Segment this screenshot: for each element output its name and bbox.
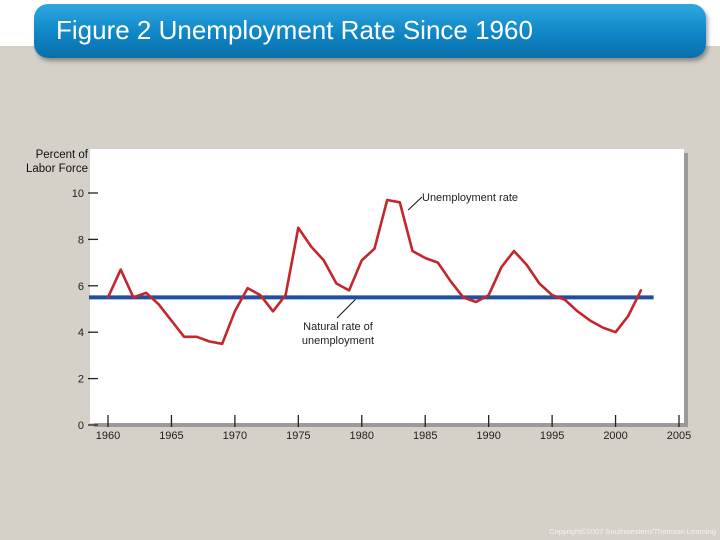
slide-title: Figure 2 Unemployment Rate Since 1960 bbox=[56, 15, 533, 45]
y-tick-label: 0 bbox=[78, 420, 84, 432]
x-tick-label: 1985 bbox=[413, 430, 437, 442]
x-tick-label: 1965 bbox=[159, 430, 183, 442]
y-tick-label: 10 bbox=[72, 188, 84, 200]
x-tick-label: 1990 bbox=[476, 430, 500, 442]
x-tick-label: 1980 bbox=[350, 430, 374, 442]
y-tick-label: 4 bbox=[78, 327, 84, 339]
x-tick-label: 1995 bbox=[540, 430, 564, 442]
y-tick-label: 6 bbox=[78, 281, 84, 293]
annotation-unemployment-rate: Unemployment rate bbox=[422, 192, 518, 204]
y-axis-label: Percent of Labor Force bbox=[25, 149, 88, 175]
annotation-leader bbox=[336, 299, 356, 319]
copyright-notice: Copyright©2007 Southwestern/Thomson Lear… bbox=[549, 527, 716, 536]
unemployment-rate-line bbox=[106, 198, 643, 346]
x-tick-label: 2005 bbox=[667, 430, 691, 442]
annotation-leader bbox=[407, 196, 423, 211]
x-tick-label: 1960 bbox=[96, 430, 120, 442]
y-tick-label: 8 bbox=[78, 234, 84, 246]
title-bar: Figure 2 Unemployment Rate Since 1960 bbox=[34, 4, 706, 58]
annotation-natural-rate: Natural rate of unemployment bbox=[302, 321, 374, 347]
x-tick-label: 1970 bbox=[223, 430, 247, 442]
x-tick-label: 2000 bbox=[603, 430, 627, 442]
x-tick-label: 1975 bbox=[286, 430, 310, 442]
plot-area bbox=[90, 149, 684, 423]
y-tick-label: 2 bbox=[78, 374, 84, 386]
